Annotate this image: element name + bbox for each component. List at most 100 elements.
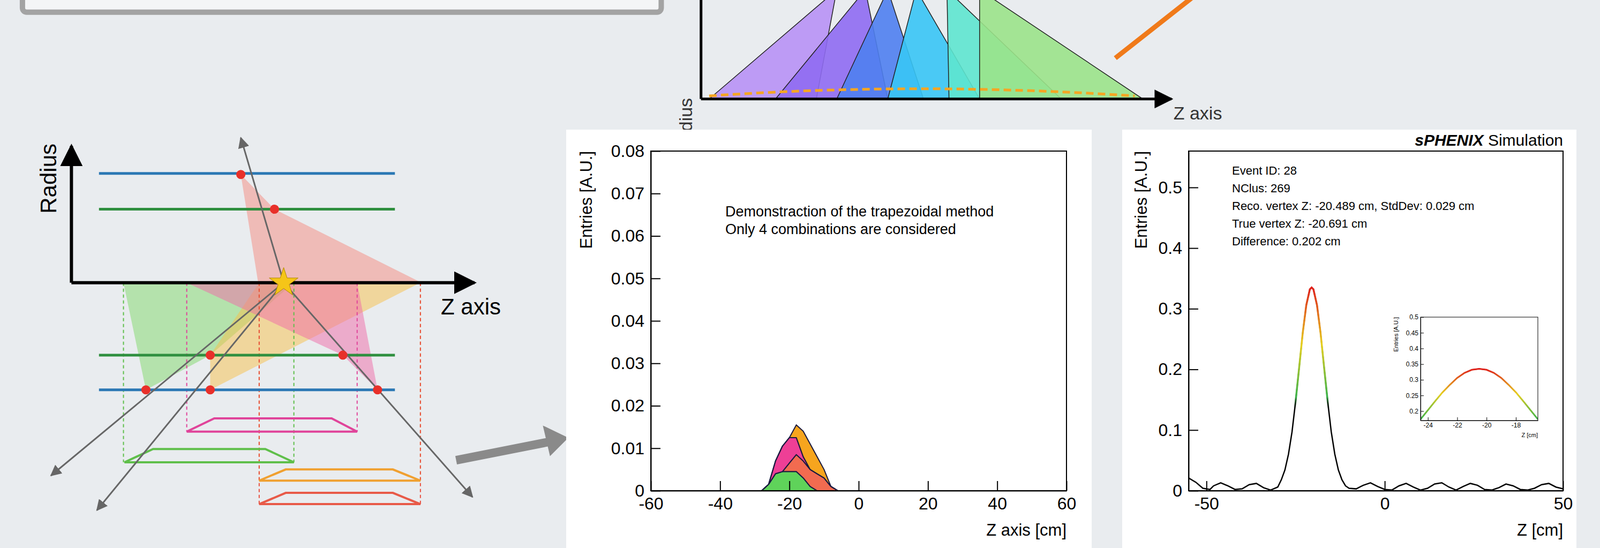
tick-label: 0 bbox=[854, 493, 865, 514]
tick: 0.3 bbox=[1158, 298, 1199, 319]
tick-mark bbox=[650, 447, 661, 449]
tick: 0.25 bbox=[1406, 392, 1424, 400]
tick-mark bbox=[1384, 481, 1386, 491]
tick-mark bbox=[1188, 429, 1199, 431]
hit-dot bbox=[205, 385, 215, 395]
marks bbox=[1420, 369, 1538, 420]
plot-frame bbox=[1420, 317, 1538, 421]
dashed-guide bbox=[186, 282, 188, 432]
marks bbox=[761, 424, 838, 491]
track-line bbox=[1115, 0, 1196, 59]
tick-label: 0.01 bbox=[611, 438, 645, 458]
tick: -24 bbox=[1423, 417, 1434, 430]
tick: 0.03 bbox=[611, 353, 661, 373]
tick-label: 0.45 bbox=[1406, 329, 1419, 337]
tick-label: -50 bbox=[1194, 493, 1220, 514]
tick-mark bbox=[1420, 332, 1424, 334]
tick: 0.35 bbox=[1406, 360, 1424, 368]
layer-line bbox=[99, 171, 395, 175]
vertex-star bbox=[269, 267, 299, 295]
tick: -40 bbox=[708, 481, 733, 514]
tick-mark bbox=[1420, 395, 1424, 396]
tick-label: 0.2 bbox=[1409, 407, 1419, 416]
tick: -20 bbox=[777, 481, 802, 514]
tick: -50 bbox=[1194, 481, 1220, 514]
tick-label: 0 bbox=[1380, 493, 1391, 514]
annotation: NClus: 269 bbox=[1232, 181, 1291, 195]
tick-mark bbox=[1420, 348, 1424, 349]
tick-mark bbox=[650, 320, 661, 322]
tick-mark bbox=[1420, 364, 1424, 365]
tick-label: 0.35 bbox=[1406, 360, 1419, 368]
dashed-guide bbox=[293, 282, 295, 463]
tick-label: 0.06 bbox=[611, 226, 645, 246]
tick-mark bbox=[650, 278, 661, 280]
tick: 0.4 bbox=[1158, 238, 1199, 258]
axis-line bbox=[701, 97, 1172, 101]
tick: 0.2 bbox=[1158, 359, 1199, 379]
line bbox=[1420, 369, 1538, 420]
x-axis-title: Z [cm] bbox=[1521, 431, 1538, 439]
tick: 0.3 bbox=[1409, 376, 1424, 384]
line-highlight bbox=[1420, 369, 1538, 420]
dashed-guide bbox=[419, 282, 422, 505]
tick-mark bbox=[650, 405, 661, 407]
tick-label: -20 bbox=[1482, 421, 1492, 430]
tick: 0.2 bbox=[1409, 407, 1424, 416]
connector-arrow-head bbox=[542, 425, 569, 456]
tick-mark bbox=[1420, 410, 1424, 412]
panel bbox=[566, 129, 1092, 548]
tick-label: 0.2 bbox=[1158, 359, 1183, 379]
tick-label: 0.07 bbox=[611, 183, 645, 204]
annotation: Difference: 0.202 cm bbox=[1232, 234, 1341, 249]
annotation: Only 4 combinations are considered bbox=[725, 221, 957, 238]
tick-label: 0.02 bbox=[611, 395, 645, 416]
tick-label: 0.25 bbox=[1406, 392, 1419, 400]
tick-mark bbox=[1428, 417, 1429, 421]
chart: -60-40-20020406000.010.020.030.040.050.0… bbox=[576, 141, 1077, 540]
chart-title: sPHENIX Simulation bbox=[1414, 131, 1564, 149]
axis: 0.2 0.25 0.3 0.35 0.4 0.45 0.5 bbox=[1406, 313, 1424, 421]
hit-dot bbox=[269, 204, 280, 214]
tick-mark bbox=[650, 363, 661, 365]
tick-mark bbox=[1188, 369, 1199, 371]
marks bbox=[1188, 287, 1564, 491]
line-highlight bbox=[1188, 287, 1564, 491]
tick-label: 0.4 bbox=[1409, 344, 1419, 353]
x-axis-title: Z [cm] bbox=[1516, 520, 1564, 540]
tick-label: 0.5 bbox=[1409, 313, 1419, 321]
tick-label: 0.3 bbox=[1409, 376, 1419, 384]
tick: 40 bbox=[987, 481, 1008, 514]
dashed-guide bbox=[123, 282, 125, 463]
y-axis-title: Entries [A.U.] bbox=[576, 151, 596, 250]
tick-label: 0.03 bbox=[611, 353, 645, 373]
axis: -24-22-20-18 bbox=[1421, 417, 1539, 430]
axis-title: Radius bbox=[35, 143, 62, 214]
dashed-curve bbox=[709, 88, 1135, 96]
title-part: sPHENIX bbox=[1414, 131, 1485, 149]
tick-label: 40 bbox=[987, 493, 1008, 514]
tick-label: 0 bbox=[634, 481, 645, 501]
axis: 00.010.020.030.040.050.060.070.08 bbox=[611, 141, 661, 501]
tick-label: -20 bbox=[777, 493, 802, 514]
area bbox=[761, 424, 838, 491]
y-axis-title: Entries [A.U.] bbox=[1131, 151, 1151, 250]
line bbox=[1188, 287, 1564, 491]
tick-label: 50 bbox=[1553, 493, 1574, 514]
trapezoid bbox=[124, 448, 294, 463]
tick: 0.4 bbox=[1409, 344, 1424, 353]
tick-label: -24 bbox=[1423, 421, 1434, 430]
dashed-guide bbox=[258, 282, 260, 505]
shaded-region bbox=[186, 282, 378, 390]
tick: 20 bbox=[918, 481, 938, 514]
hit-dot bbox=[205, 350, 215, 360]
layer-line bbox=[99, 207, 395, 211]
fan-triangle bbox=[979, 0, 1144, 100]
tick-mark bbox=[927, 481, 929, 491]
tick-mark bbox=[650, 235, 661, 237]
plot-frame bbox=[1188, 151, 1564, 491]
tick: 0.45 bbox=[1406, 329, 1424, 337]
tick-label: 0.04 bbox=[611, 311, 645, 331]
axis-title: Z axis bbox=[1173, 102, 1223, 124]
track bbox=[241, 137, 284, 283]
